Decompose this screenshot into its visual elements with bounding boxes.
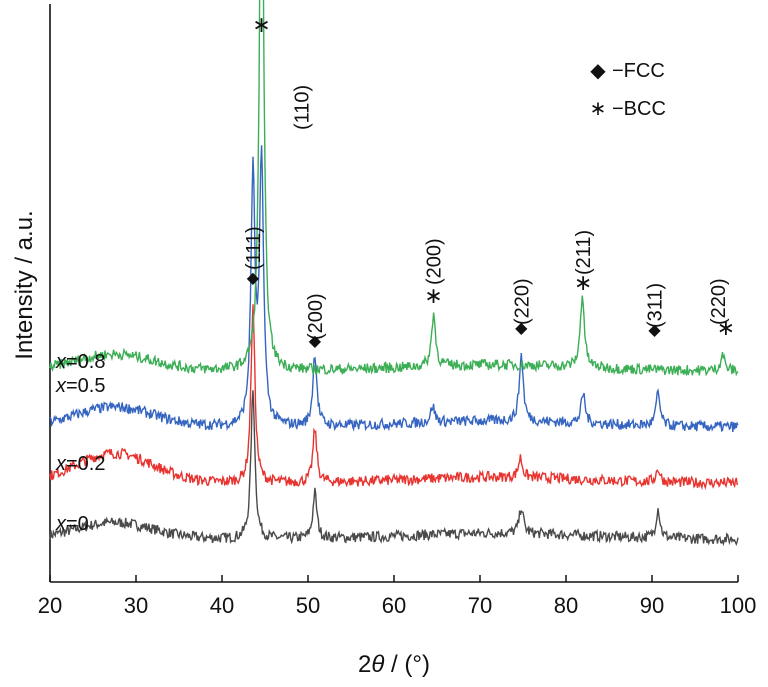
legend-bcc-label: −BCC [612, 98, 666, 120]
legend: ◆ −FCC ∗ −BCC [590, 60, 666, 120]
series-line-1 [49, 304, 738, 491]
legend-bcc-symbol: ∗ [590, 98, 607, 120]
peak-marker-4: ◆ [515, 320, 528, 337]
series-layer [49, 0, 739, 547]
peak-marker-2: ◆ [309, 333, 322, 350]
series-label-2: x=0.5 [55, 375, 105, 397]
x-axis-label-suffix: / (°) [384, 651, 430, 678]
legend-fcc-symbol: ◆ [590, 60, 606, 82]
peak-marker-3: ∗ [424, 283, 442, 308]
series-label-0: x=0 [55, 513, 89, 535]
peak-label-3: (200) [424, 238, 446, 285]
x-tick-label: 30 [124, 593, 148, 618]
peak-marker-5: ∗ [574, 270, 592, 295]
peak-label-7: (220) [708, 278, 730, 325]
peak-annotations: ◆(111)∗(110)◆(200) ∗(200)◆(220) ∗(211)◆(31… [243, 12, 735, 350]
x-tick-label: 40 [210, 593, 234, 618]
x-tick-label: 50 [296, 593, 320, 618]
peak-marker-1: ∗ [252, 12, 270, 37]
series-line-2 [49, 145, 739, 432]
y-axis-label: Intensity / a.u. [11, 210, 38, 359]
x-tick-label: 100 [720, 593, 757, 618]
x-tick-label: 60 [382, 593, 406, 618]
x-tick-label: 80 [554, 593, 578, 618]
x-axis-label: 2θ / (°) [358, 651, 430, 678]
x-tick-label: 90 [640, 593, 664, 618]
series-labels: x=0 x=0.2 x=0.5x=0.8 [55, 351, 105, 535]
peak-marker-6: ◆ [648, 322, 661, 339]
peak-label-4: (220) [511, 278, 533, 325]
peak-label-0: (111) [243, 226, 265, 270]
peak-marker-0: ◆ [247, 270, 260, 287]
peak-marker-7: ∗ [717, 315, 735, 340]
series-line-0 [49, 390, 739, 547]
peak-label-1: (110) [292, 85, 314, 130]
series-label-3: x=0.8 [55, 351, 105, 373]
x-tick-label: 20 [38, 593, 62, 618]
series-label-1: x=0.2 [55, 453, 105, 475]
x-axis-label-prefix: 2 [358, 651, 371, 678]
x-axis-ticks: 20 30 40 50 60 70 80 90 100 [38, 575, 757, 618]
peak-label-2: (200) [305, 293, 327, 340]
series-line-3 [49, 0, 739, 377]
peak-label-6: (311) [645, 283, 667, 328]
x-axis-label-symbol: θ [371, 651, 384, 678]
legend-fcc-label: −FCC [612, 60, 665, 82]
peak-label-5: (211) [573, 230, 595, 275]
x-tick-label: 70 [468, 593, 492, 618]
